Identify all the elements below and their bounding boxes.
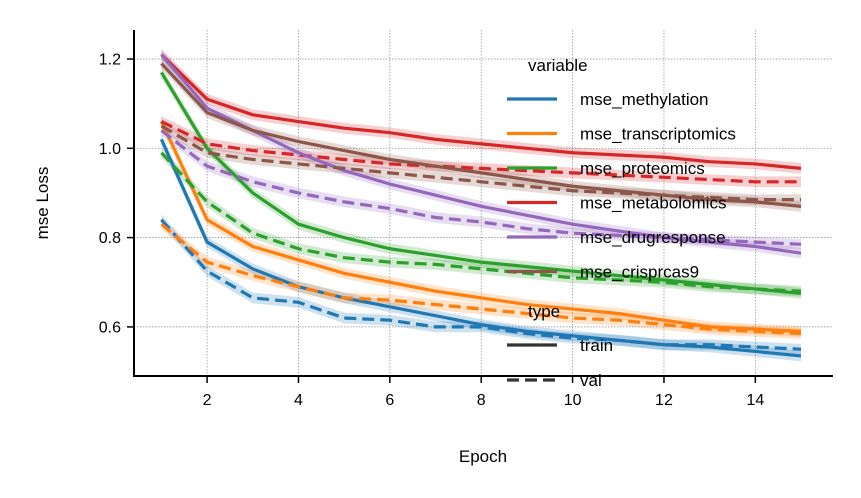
legend-item-label: train [580,336,613,355]
band-mse-crisprcas9-train [161,58,802,212]
legend-item-label: mse_transcriptomics [580,125,736,144]
line-mse-metabolomics-train [160,53,802,170]
x-tick-label: 2 [203,392,212,409]
series-lines [159,53,802,358]
line-mse-proteomics-train [160,71,802,295]
x-axis-label: Epoch [459,447,507,466]
ticks: 2 4 6 8 10 12 14 0.6 0.8 1.0 1.2 [99,52,765,409]
x-tick-label: 10 [564,392,582,409]
axes [133,30,833,377]
legend-item-label: mse_proteomics [580,159,705,178]
x-tick-label: 14 [746,392,764,409]
line-mse-drugresponse-train [160,53,802,255]
x-tick-label: 4 [294,392,303,409]
legend-title-type: type [528,302,560,321]
x-tick-label: 6 [385,392,394,409]
line-mse-metabolomics-val [160,120,802,184]
y-tick-label: 0.6 [99,319,121,336]
line-mse-transcriptomics-train [159,120,802,333]
legend-title-variable: variable [528,56,588,75]
band-mse-transcriptomics-train [161,116,802,337]
y-tick-label: 1.2 [99,52,121,69]
x-tick-label: 12 [655,392,673,409]
line-mse-crisprcas9-val [160,124,802,202]
line-mse-proteomics-val [160,151,802,293]
y-tick-label: 1.0 [99,141,121,158]
y-axis-label: mse Loss [33,167,52,240]
legend-item-label: mse_metabolomics [580,194,726,213]
band-mse-metabolomics-train [161,49,802,174]
legend-item-label: mse_drugresponse [580,228,726,247]
band-mse-drugresponse-val [161,125,802,250]
legend-item-label: mse_crisprcas9 [580,263,699,282]
legend-item-label: val [580,371,602,390]
legend-item-label: mse_methylation [580,90,709,109]
band-mse-proteomics-val [161,147,802,297]
x-tick-label: 8 [477,392,486,409]
y-tick-label: 0.8 [99,230,121,247]
line-mse-methylation-val [160,218,802,351]
legend: variable type mse_methylation mse_transcr… [507,56,736,390]
